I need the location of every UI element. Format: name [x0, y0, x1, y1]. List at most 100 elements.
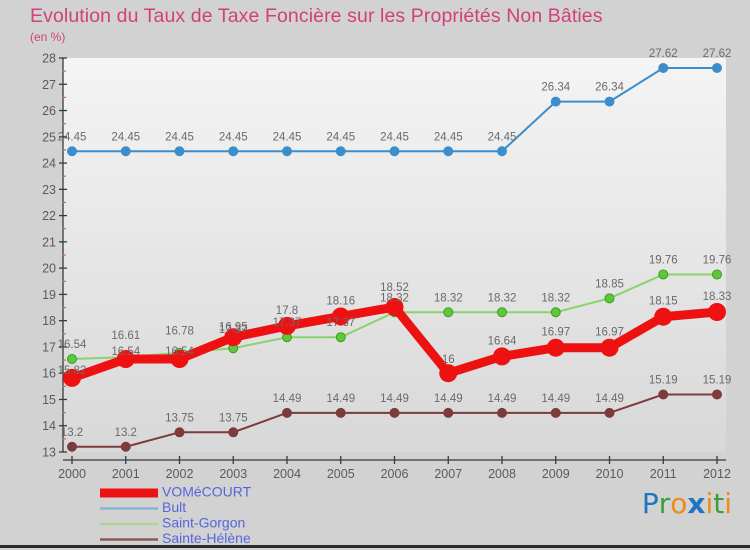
data-point[interactable] — [546, 338, 565, 357]
data-point[interactable] — [550, 307, 561, 318]
data-point-label: 16.54 — [111, 346, 140, 358]
data-point-label: 24.45 — [219, 131, 248, 143]
data-point-label: 14.49 — [541, 393, 570, 405]
data-point[interactable] — [335, 407, 346, 418]
x-axis-tick-label: 2011 — [650, 467, 677, 481]
data-point[interactable] — [63, 368, 81, 387]
data-point[interactable] — [174, 146, 185, 157]
data-point-label: 19.76 — [649, 254, 678, 266]
data-point-label: 16.78 — [165, 326, 194, 338]
proxiti-logo[interactable]: Proxiti — [642, 487, 732, 520]
logo-letter-3: x — [687, 487, 706, 520]
legend-label[interactable]: Bult — [162, 499, 186, 515]
y-axis-tick-label: 17 — [42, 340, 56, 354]
data-point[interactable] — [224, 328, 243, 347]
data-point[interactable] — [116, 350, 135, 369]
data-point-label: 14.49 — [595, 393, 624, 405]
x-axis-tick-label: 2008 — [488, 467, 516, 481]
data-point[interactable] — [443, 146, 454, 157]
data-point[interactable] — [497, 307, 507, 318]
data-point[interactable] — [443, 307, 454, 318]
data-point[interactable] — [335, 146, 346, 157]
data-point[interactable] — [389, 407, 400, 418]
x-axis-tick-label: 2003 — [219, 467, 247, 481]
x-axis-tick-label: 2005 — [327, 467, 355, 481]
y-axis-tick-label: 24 — [42, 157, 56, 171]
y-axis-tick-label: 21 — [42, 235, 56, 249]
data-point-label: 24.45 — [434, 131, 463, 143]
data-point[interactable] — [658, 269, 669, 280]
data-point-label: 17.37 — [273, 317, 302, 329]
y-axis-tick-label: 22 — [42, 209, 56, 223]
legend-label[interactable]: Saint-Gorgon — [162, 515, 245, 531]
data-point[interactable] — [278, 316, 296, 335]
data-point[interactable] — [174, 427, 185, 438]
data-point[interactable] — [497, 146, 507, 157]
data-point[interactable] — [120, 441, 131, 452]
data-point-label: 18.32 — [380, 292, 409, 304]
data-point-label: 13.2 — [61, 427, 83, 439]
data-point[interactable] — [600, 338, 619, 357]
data-point[interactable] — [658, 389, 669, 400]
logo-letter-1: r — [658, 487, 671, 520]
data-point[interactable] — [331, 307, 350, 326]
data-point[interactable] — [708, 303, 726, 321]
data-point[interactable] — [604, 407, 615, 418]
x-axis-tick-label: 2012 — [703, 467, 731, 481]
data-point[interactable] — [497, 407, 507, 418]
data-point-label: 18.15 — [649, 296, 678, 308]
data-point-label: 16.95 — [219, 321, 248, 333]
y-axis: 13 14 15 16 17 18 19 20 21 22 23 24 25 26 27 28 — [42, 52, 67, 460]
data-point[interactable] — [389, 146, 400, 157]
data-point-label: 15.19 — [703, 374, 732, 386]
data-point[interactable] — [654, 307, 673, 326]
x-axis-tick-label: 2000 — [58, 467, 86, 481]
y-axis-tick-label: 27 — [42, 78, 56, 92]
data-point-label: 19.76 — [703, 254, 732, 266]
data-point-label: 14.49 — [434, 393, 463, 405]
data-point[interactable] — [67, 354, 77, 365]
data-point-label: 24.45 — [58, 131, 87, 143]
plot-background — [63, 58, 726, 452]
legend-label[interactable]: Sainte-Hélène — [162, 530, 251, 546]
data-point[interactable] — [439, 364, 458, 383]
data-point[interactable] — [550, 407, 561, 418]
data-point-label: 24.45 — [273, 131, 302, 143]
data-point[interactable] — [67, 146, 77, 157]
data-point[interactable] — [443, 407, 454, 418]
data-point[interactable] — [282, 146, 292, 157]
data-point[interactable] — [228, 427, 239, 438]
data-point[interactable] — [604, 293, 615, 304]
logo-letter-0: P — [641, 487, 659, 520]
data-point-label: 24.45 — [326, 131, 355, 143]
x-axis: 2000 2001 2002 2003 2004 2005 2006 2007 2008 2009… — [58, 456, 731, 481]
data-point[interactable] — [604, 96, 615, 107]
data-point-label: 16 — [442, 354, 455, 366]
data-point-label: 24.45 — [111, 131, 140, 143]
data-point-label: 16.54 — [58, 339, 87, 351]
data-point-label: 16.54 — [165, 346, 194, 358]
data-point[interactable] — [712, 62, 722, 73]
data-point-label: 18.32 — [541, 292, 570, 304]
data-point[interactable] — [493, 347, 511, 366]
data-point[interactable] — [385, 298, 404, 317]
data-point-label: 16.64 — [488, 335, 517, 347]
data-point[interactable] — [658, 62, 669, 73]
data-point[interactable] — [712, 269, 722, 280]
data-point-label: 15.82 — [58, 365, 87, 377]
data-point[interactable] — [120, 146, 131, 157]
data-point[interactable] — [282, 407, 292, 418]
legend-label[interactable]: VOMéCOURT — [162, 484, 252, 500]
logo-letter-2: o — [670, 487, 688, 520]
data-point[interactable] — [550, 96, 561, 107]
data-series-group — [63, 62, 726, 452]
data-point[interactable] — [712, 389, 722, 400]
data-point[interactable] — [67, 441, 77, 452]
chart-units-label: (en %) — [30, 30, 66, 44]
data-point[interactable] — [170, 350, 189, 369]
x-axis-tick-label: 2006 — [381, 467, 409, 481]
data-point[interactable] — [335, 332, 346, 343]
data-point[interactable] — [228, 146, 239, 157]
